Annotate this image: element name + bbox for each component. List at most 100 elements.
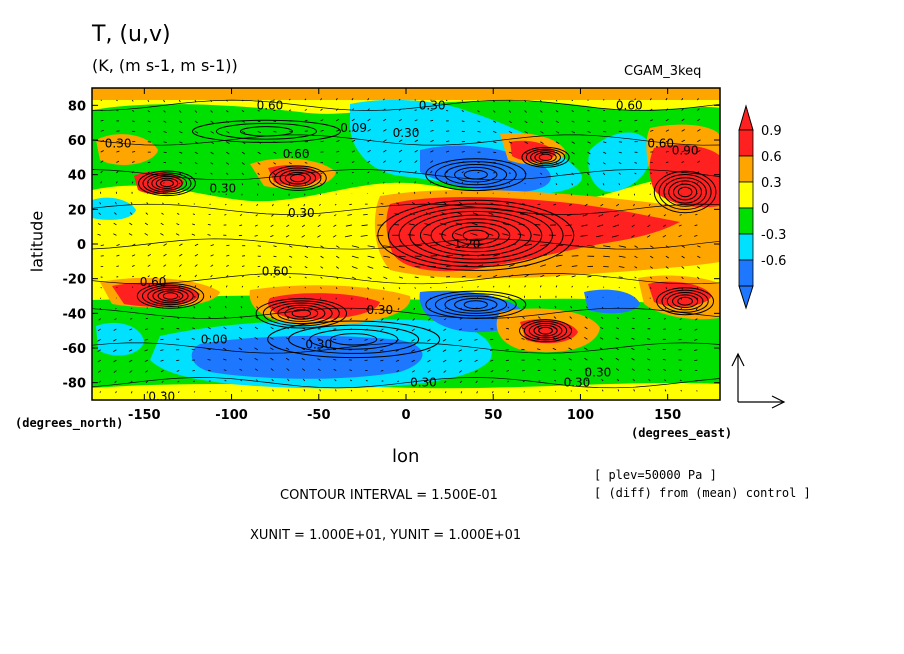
wind-vector	[696, 287, 699, 290]
y-tick-label: 60	[68, 134, 86, 149]
wind-vector	[492, 99, 495, 103]
wind-vector	[194, 151, 199, 155]
y-tick-label: 80	[68, 99, 86, 114]
wind-vector	[241, 151, 246, 155]
wind-vector	[288, 266, 292, 268]
wind-vector	[446, 140, 450, 143]
wind-vector	[411, 202, 415, 205]
contour-label: 0.00	[201, 332, 228, 346]
wind-vector	[411, 338, 415, 342]
wind-vector	[383, 245, 391, 247]
wind-vector	[694, 224, 698, 226]
wind-vector	[649, 266, 653, 269]
wind-vector	[397, 307, 400, 311]
wind-vector	[100, 119, 104, 122]
wind-vector	[383, 255, 391, 258]
wind-vector	[271, 203, 274, 207]
wind-vector	[414, 109, 417, 111]
wind-vector	[131, 99, 134, 102]
wind-vector	[194, 243, 199, 247]
wind-vector	[508, 151, 513, 154]
contour-line	[160, 179, 174, 188]
contour-line	[523, 320, 568, 341]
wind-vector	[381, 318, 384, 321]
wind-vector	[444, 391, 447, 394]
wind-vector	[493, 141, 497, 144]
wind-vector	[380, 359, 384, 362]
wind-vector	[239, 368, 243, 371]
wind-vector	[662, 358, 667, 361]
y-tick-label: 20	[68, 203, 86, 218]
wind-vector	[100, 129, 104, 132]
contour-line	[409, 210, 543, 260]
wind-vector	[696, 98, 699, 101]
wind-vector	[397, 380, 400, 383]
wind-vector	[474, 359, 478, 363]
run-name: CGAM_3keq	[624, 64, 702, 79]
wind-vector	[569, 379, 572, 382]
wind-vector	[680, 307, 682, 310]
wind-vector	[336, 129, 340, 132]
wind-vector	[367, 182, 369, 184]
wind-vector	[131, 243, 136, 247]
wind-vector	[367, 276, 372, 280]
wind-vector	[367, 118, 371, 122]
wind-vector	[273, 245, 277, 248]
contour-label: 0.30	[419, 98, 446, 112]
wind-vector	[226, 275, 229, 278]
wind-vector	[430, 160, 434, 163]
wind-vector	[489, 349, 494, 351]
wind-vector	[131, 161, 135, 163]
wind-vector	[99, 307, 102, 310]
wind-vector	[351, 150, 356, 153]
wind-vector	[224, 214, 227, 216]
cyan-region-west	[92, 197, 136, 220]
wind-vector	[383, 266, 390, 269]
blue-region-south-center	[419, 290, 523, 333]
wind-vector	[97, 370, 101, 373]
wind-vector	[665, 129, 670, 132]
wind-vector	[381, 307, 384, 311]
wind-vector	[678, 338, 682, 341]
wind-vector	[634, 266, 638, 269]
wind-vector	[665, 118, 669, 122]
contour-label: 0.60	[257, 98, 284, 112]
wind-vector	[555, 110, 559, 113]
y-tick-label: 40	[68, 169, 86, 184]
wind-vector	[646, 234, 651, 238]
wind-vector	[508, 130, 513, 134]
wind-vector	[634, 245, 638, 248]
wind-vector	[116, 254, 120, 257]
wind-vector	[208, 316, 211, 319]
wind-vector	[603, 245, 611, 248]
y-tick-label: -80	[63, 377, 87, 392]
wind-vector	[163, 99, 166, 103]
wind-vector	[256, 203, 259, 207]
wind-vector	[571, 162, 575, 165]
wind-vector	[697, 255, 701, 259]
contour-line	[668, 180, 703, 204]
contour-line	[454, 166, 498, 183]
wind-vector	[147, 286, 150, 288]
wind-vector	[587, 286, 589, 288]
contour-line	[155, 177, 179, 189]
wind-vector	[600, 326, 604, 330]
wind-vector	[100, 244, 105, 247]
wind-vector	[539, 391, 541, 393]
contour-line	[528, 322, 563, 339]
wind-vector	[210, 183, 212, 185]
wind-vector	[555, 99, 558, 102]
wind-vector	[286, 368, 290, 371]
wind-vector	[345, 224, 353, 227]
wind-vector	[477, 120, 481, 123]
wind-vector	[163, 182, 165, 184]
wind-vector	[351, 287, 354, 290]
wind-vector	[425, 212, 431, 215]
wind-vector	[584, 336, 588, 340]
wind-vector	[458, 349, 463, 352]
wind-vector	[461, 99, 464, 102]
wind-vector	[650, 140, 654, 143]
wind-vector	[524, 162, 528, 165]
wind-vector	[207, 348, 211, 351]
contour-label: 0.30	[305, 338, 332, 352]
